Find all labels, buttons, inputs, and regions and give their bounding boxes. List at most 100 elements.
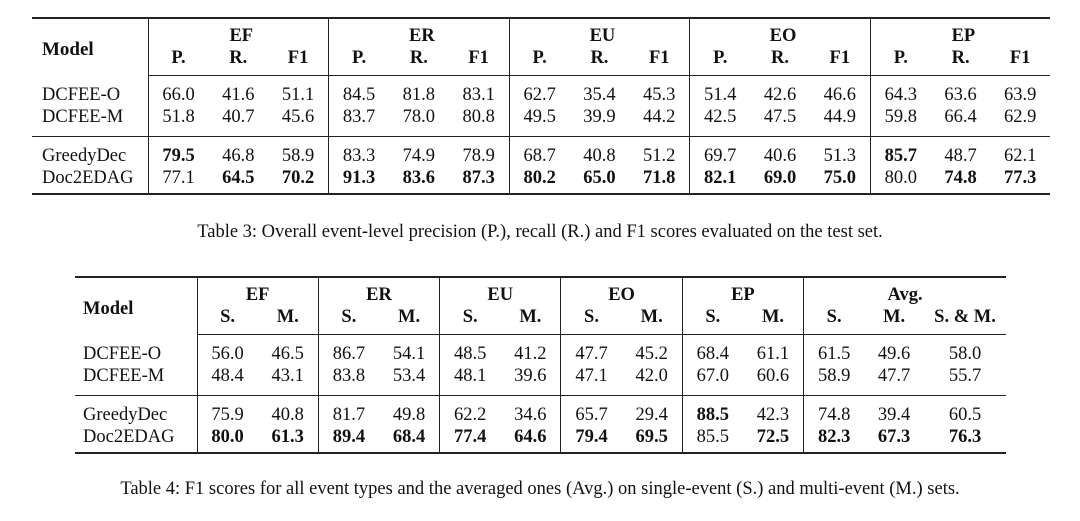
table-3-subheader-er-1: R. xyxy=(389,47,449,76)
table-4-subheader-avg-1: M. xyxy=(864,306,924,335)
row-label: GreedyDec xyxy=(83,405,168,425)
table-cell: 64.3 xyxy=(869,75,931,106)
table-cell: 83.8 xyxy=(317,365,379,396)
table-4-subheader-eu-0: S. xyxy=(439,306,501,335)
table-cell: 68.4 xyxy=(378,426,440,454)
table-cell: 89.4 xyxy=(317,426,379,454)
table-cell: 79.4 xyxy=(560,426,622,454)
table-cell: 45.6 xyxy=(268,106,329,137)
table-cell: 79.5 xyxy=(147,136,209,167)
table-3-caption: Table 3: Overall event-level precision (… xyxy=(197,222,883,242)
table-cell: 42.6 xyxy=(763,85,797,105)
table-cell: 67.3 xyxy=(864,426,924,454)
table-4-group-avg: Avg. xyxy=(803,276,1006,306)
table-cell: 42.0 xyxy=(621,365,683,396)
table-3-group-ep: EP xyxy=(869,17,1050,47)
table-cell: 39.6 xyxy=(500,365,561,396)
table-cell: 35.4 xyxy=(583,85,616,105)
table-cell: 42.3 xyxy=(756,405,790,425)
table-4-subheader-eo-0: S. xyxy=(560,306,622,335)
table-cell: 80.2 xyxy=(508,167,570,195)
table-cell: 54.1 xyxy=(392,344,426,364)
table-3-subheader-ep-1: R. xyxy=(930,47,991,76)
table-cell: 69.7 xyxy=(689,136,751,167)
table-4-subheader-er-0: S. xyxy=(317,306,379,335)
table-3-subheader-ep-0: P. xyxy=(869,47,931,76)
table-cell: 65.0 xyxy=(569,167,630,195)
table-3-subheader-eo-2: F1 xyxy=(809,47,871,76)
table-cell: 67.0 xyxy=(681,365,743,396)
table-cell: 74.8 xyxy=(803,395,865,426)
table-cell: 68.4 xyxy=(681,334,743,365)
table-4-subheader-row: S. M. S. M. S. M. S. M. S. M. S. M. S. & M. xyxy=(75,306,1006,335)
table-cell: 47.7 xyxy=(864,365,924,396)
table-cell: 48.1 xyxy=(439,365,501,396)
table-4-group-ef: EF xyxy=(196,276,319,306)
row-label: GreedyDec xyxy=(42,146,127,166)
table-3-subheader-row: P. R. F1 P. R. F1 P. R. F1 P. R. F1 P. R. F1 xyxy=(32,47,1050,76)
table-3-subheader-ef-2: F1 xyxy=(268,47,329,76)
table-cell: 51.2 xyxy=(643,146,676,166)
table-4-subheader-ef-1: M. xyxy=(257,306,319,335)
table-cell: 58.9 xyxy=(281,146,315,166)
row-label: DCFEE-M xyxy=(75,365,197,396)
table-cell: 61.3 xyxy=(257,426,319,454)
table-cell: 87.3 xyxy=(448,167,510,195)
table-cell: 69.5 xyxy=(621,426,683,454)
table-cell: 47.7 xyxy=(560,334,622,365)
table-row: DCFEE-O 66.0 41.6 51.1 84.5 81.8 83.1 62.7 35.4 4… xyxy=(32,75,1050,106)
table-cell: 44.2 xyxy=(629,106,690,137)
table-cell: 77.4 xyxy=(439,426,501,454)
table-3-model-header: Model xyxy=(32,17,148,76)
table-3-subheader-ep-2: F1 xyxy=(990,47,1050,76)
table-cell: 41.2 xyxy=(514,344,547,364)
table-cell: 84.5 xyxy=(328,75,390,106)
table-cell: 69.0 xyxy=(750,167,810,195)
table-4-group-er: ER xyxy=(317,276,440,306)
table-cell: 83.7 xyxy=(328,106,390,137)
table-row: GreedyDec 75.9 40.8 81.7 49.8 62.2 34.6 65.7 29.… xyxy=(75,395,1006,426)
table-cell: 82.3 xyxy=(803,426,865,454)
table-cell: 75.0 xyxy=(809,167,871,195)
table-cell: 41.6 xyxy=(222,85,255,105)
table-cell: 91.3 xyxy=(328,167,390,195)
table-row: Doc2EDAG 77.1 64.5 70.2 91.3 83.6 87.3 80.2 65.0… xyxy=(32,167,1050,195)
table-4-subheader-avg-0: S. xyxy=(803,306,865,335)
table-cell: 51.3 xyxy=(823,146,856,166)
table-4-caption: Table 4: F1 scores for all event types a… xyxy=(120,479,960,499)
table-3-group-header-row: Model EF ER EU EO EP xyxy=(32,17,1050,76)
table-cell: 53.4 xyxy=(378,365,440,396)
table-cell: 66.0 xyxy=(147,75,209,106)
table-cell: 40.8 xyxy=(583,146,616,166)
table-cell: 77.1 xyxy=(147,167,209,195)
table-cell: 59.8 xyxy=(869,106,931,137)
table-cell: 46.6 xyxy=(823,85,856,105)
table-cell: 78.0 xyxy=(389,106,449,137)
table-cell: 51.8 xyxy=(147,106,209,137)
table-cell: 82.1 xyxy=(689,167,751,195)
table-4-group-eu: EU xyxy=(439,276,561,306)
table-cell: 56.0 xyxy=(196,334,258,365)
table-cell: 45.3 xyxy=(643,85,676,105)
table-cell: 74.8 xyxy=(930,167,991,195)
table-cell: 40.6 xyxy=(763,146,797,166)
table-4-subheader-ef-0: S. xyxy=(196,306,258,335)
table-cell: 63.9 xyxy=(1004,85,1037,105)
table-cell: 80.0 xyxy=(196,426,258,454)
table-4-subheader-ep-1: M. xyxy=(742,306,804,335)
table-cell: 42.5 xyxy=(689,106,751,137)
table-cell: 51.4 xyxy=(689,75,751,106)
table-cell: 40.8 xyxy=(271,405,304,425)
table-4-subheader-er-1: M. xyxy=(378,306,440,335)
table-cell: 62.9 xyxy=(990,106,1050,137)
table-cell: 55.7 xyxy=(924,365,1006,396)
table-cell: 65.7 xyxy=(560,395,622,426)
table-cell: 62.2 xyxy=(439,395,501,426)
table-cell: 49.8 xyxy=(392,405,426,425)
table-cell: 61.1 xyxy=(756,344,790,364)
table-cell: 48.7 xyxy=(944,146,977,166)
table-row: DCFEE-M 48.4 43.1 83.8 53.4 48.1 39.6 47.1 42.0 6… xyxy=(75,365,1006,396)
table-3-subheader-er-0: P. xyxy=(328,47,390,76)
table-cell: 40.7 xyxy=(208,106,269,137)
table-cell: 83.1 xyxy=(462,85,495,105)
